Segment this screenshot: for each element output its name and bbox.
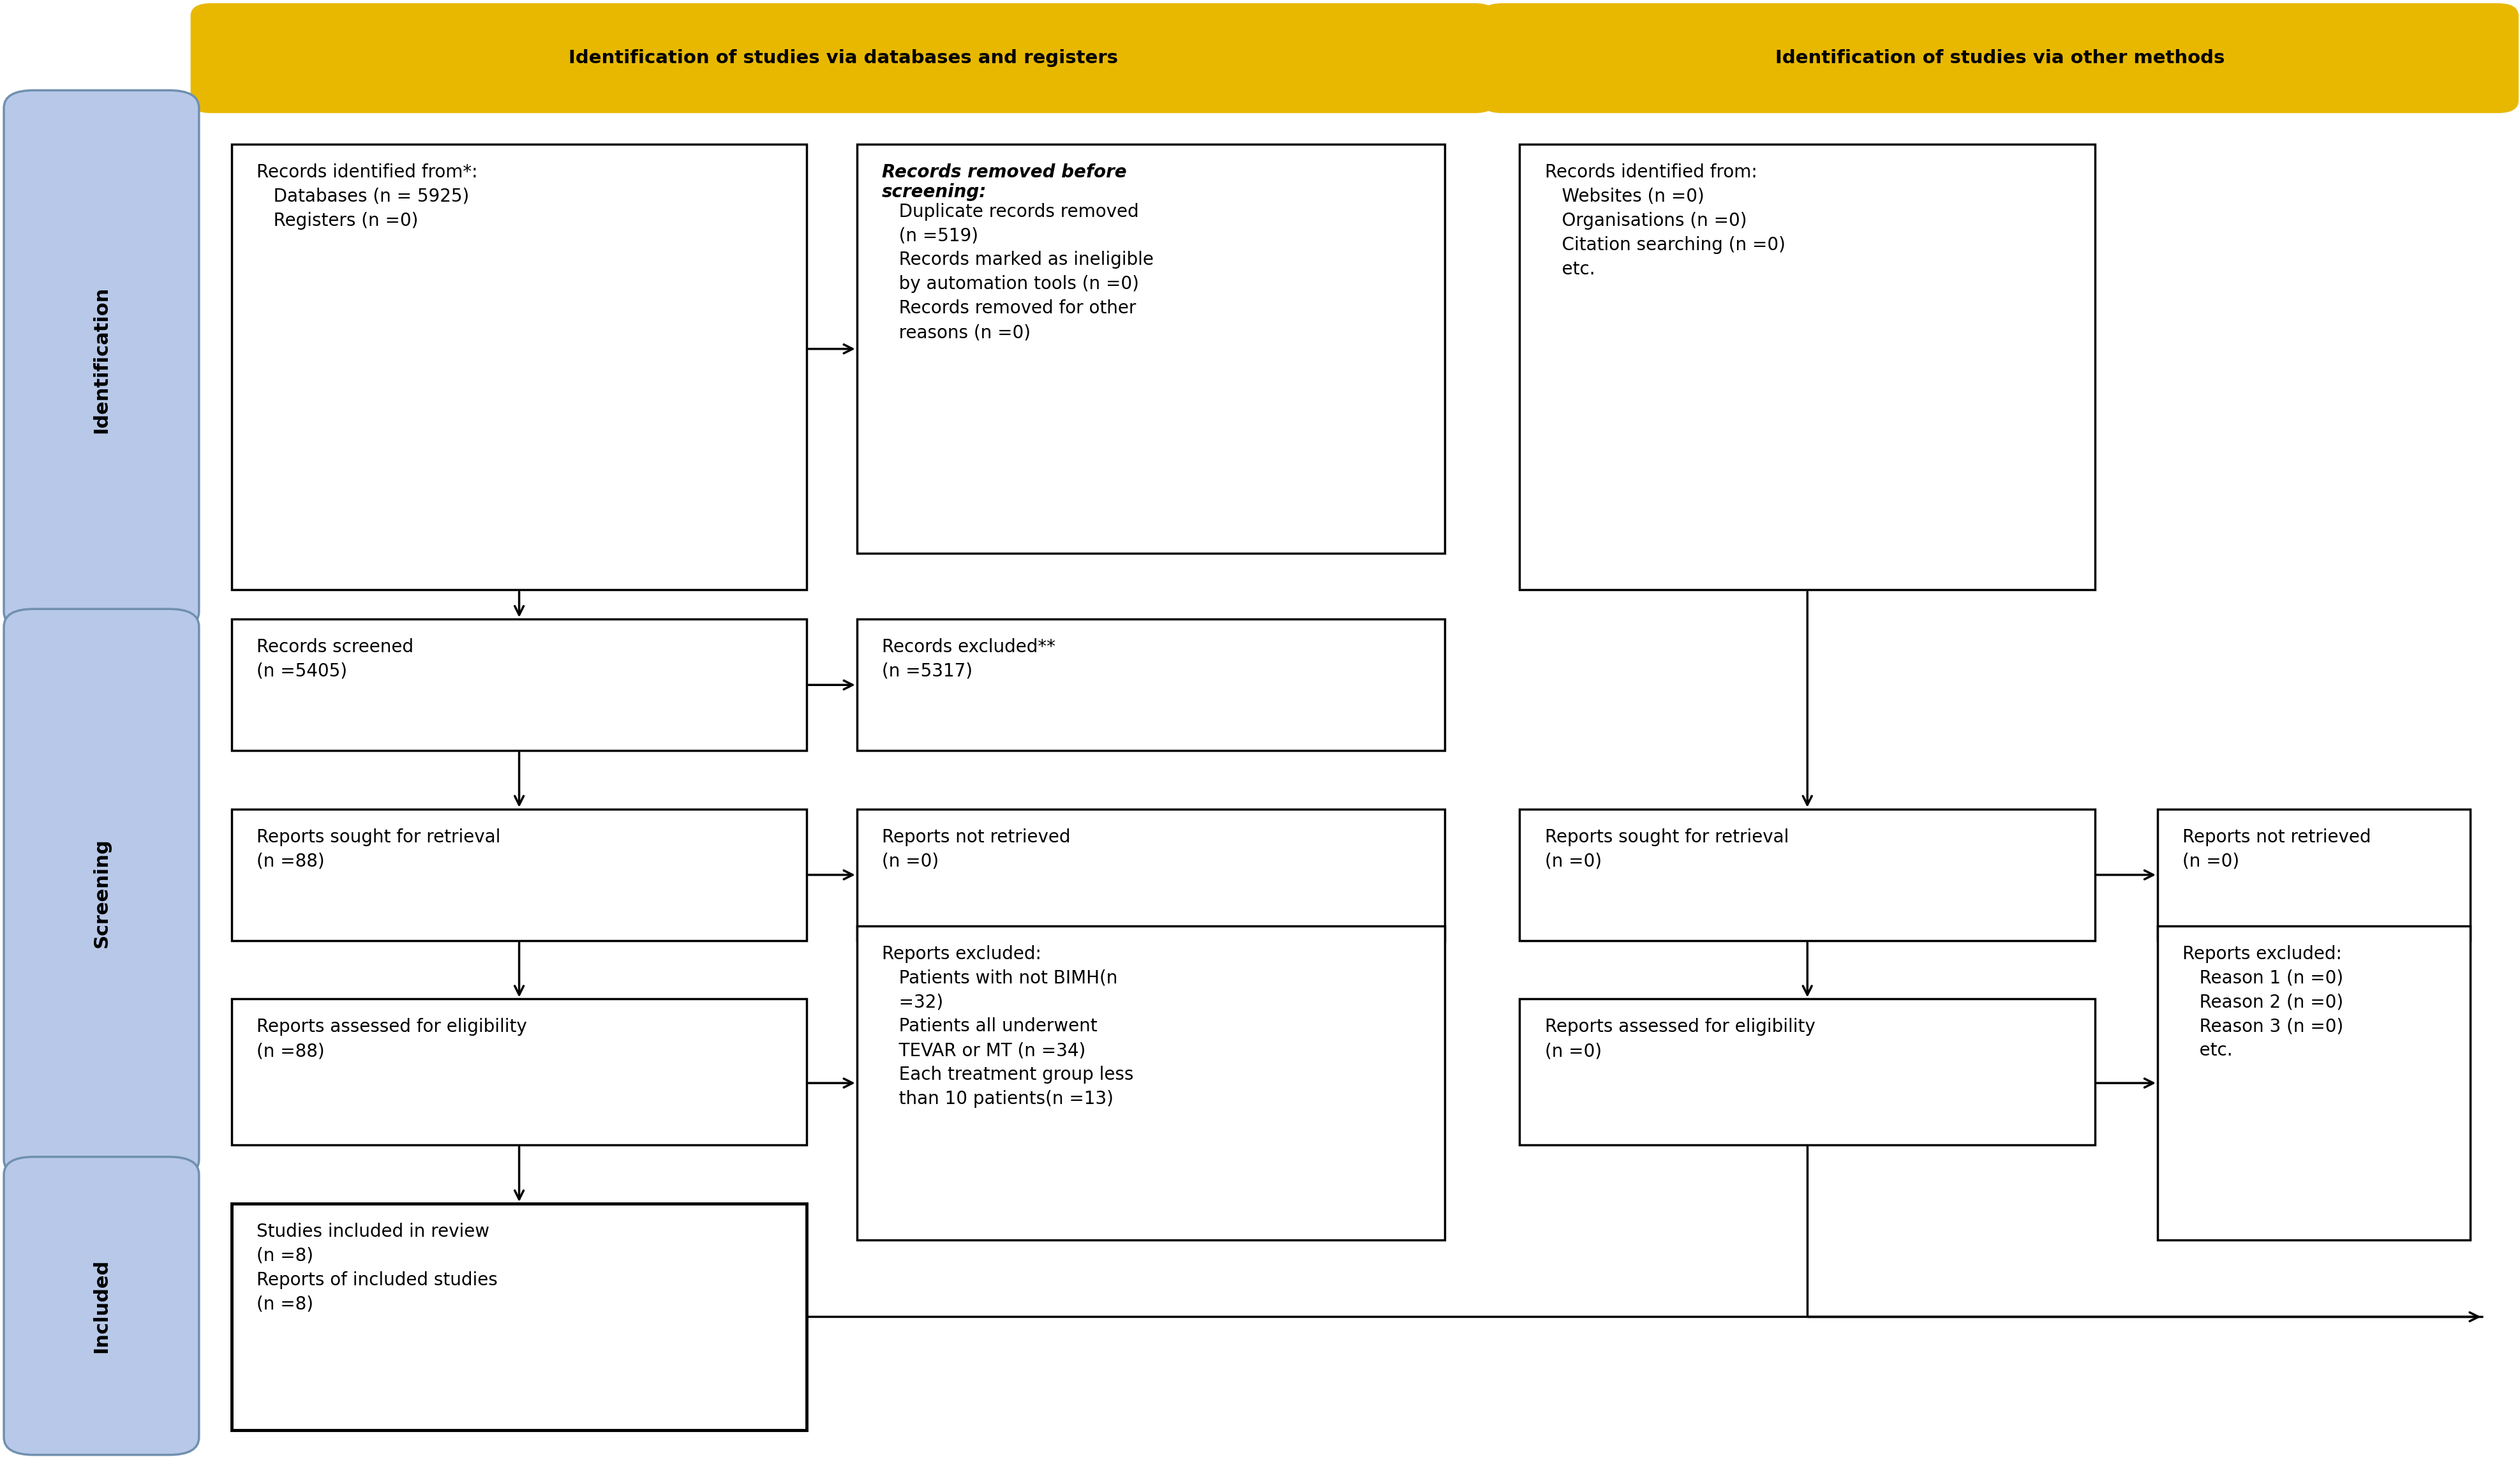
Bar — [857, 927, 1444, 1240]
Text: Identification of studies via databases and registers: Identification of studies via databases … — [570, 49, 1119, 68]
Text: Reports sought for retrieval
(n =88): Reports sought for retrieval (n =88) — [257, 828, 501, 871]
Text: Reports excluded:
   Reason 1 (n =0)
   Reason 2 (n =0)
   Reason 3 (n =0)
   et: Reports excluded: Reason 1 (n =0) Reason… — [2182, 944, 2344, 1059]
Bar — [857, 809, 1444, 940]
Bar — [857, 144, 1444, 553]
Text: screening:: screening: — [882, 182, 988, 202]
Bar — [1520, 999, 2094, 1144]
Text: Reports assessed for eligibility
(n =0): Reports assessed for eligibility (n =0) — [1545, 1018, 1814, 1061]
Text: Records identified from*:
   Databases (n = 5925)
   Registers (n =0): Records identified from*: Databases (n =… — [257, 163, 479, 229]
FancyBboxPatch shape — [5, 609, 199, 1177]
Text: Reports not retrieved
(n =0): Reports not retrieved (n =0) — [882, 828, 1071, 871]
Text: Duplicate records removed
   (n =519)
   Records marked as ineligible
   by auto: Duplicate records removed (n =519) Recor… — [882, 203, 1154, 341]
FancyBboxPatch shape — [5, 1156, 199, 1455]
Bar — [232, 144, 806, 590]
Bar — [232, 619, 806, 750]
Text: Studies included in review
(n =8)
Reports of included studies
(n =8): Studies included in review (n =8) Report… — [257, 1222, 496, 1314]
Text: Reports not retrieved
(n =0): Reports not retrieved (n =0) — [2182, 828, 2371, 871]
FancyBboxPatch shape — [1482, 4, 2517, 112]
Bar — [857, 619, 1444, 750]
Text: Records screened
(n =5405): Records screened (n =5405) — [257, 638, 413, 680]
Text: Reports sought for retrieval
(n =0): Reports sought for retrieval (n =0) — [1545, 828, 1789, 871]
Bar — [232, 999, 806, 1144]
Text: Records excluded**
(n =5317): Records excluded** (n =5317) — [882, 638, 1056, 680]
Bar — [2157, 809, 2470, 940]
Bar — [232, 1203, 806, 1430]
Text: Identification of studies via other methods: Identification of studies via other meth… — [1774, 49, 2225, 68]
Text: Reports excluded:
   Patients with not BIMH(n
   =32)
   Patients all underwent
: Reports excluded: Patients with not BIMH… — [882, 944, 1134, 1108]
Text: Screening: Screening — [93, 838, 111, 947]
Text: Included: Included — [93, 1259, 111, 1353]
Bar — [1520, 144, 2094, 590]
FancyBboxPatch shape — [5, 90, 199, 630]
Text: Records removed before: Records removed before — [882, 163, 1126, 181]
Bar — [232, 809, 806, 940]
FancyBboxPatch shape — [192, 4, 1494, 112]
Text: Records identified from:
   Websites (n =0)
   Organisations (n =0)
   Citation : Records identified from: Websites (n =0)… — [1545, 163, 1784, 278]
Bar — [1520, 809, 2094, 940]
Text: Reports assessed for eligibility
(n =88): Reports assessed for eligibility (n =88) — [257, 1018, 527, 1061]
Text: Identification: Identification — [93, 287, 111, 434]
Bar — [2157, 927, 2470, 1240]
